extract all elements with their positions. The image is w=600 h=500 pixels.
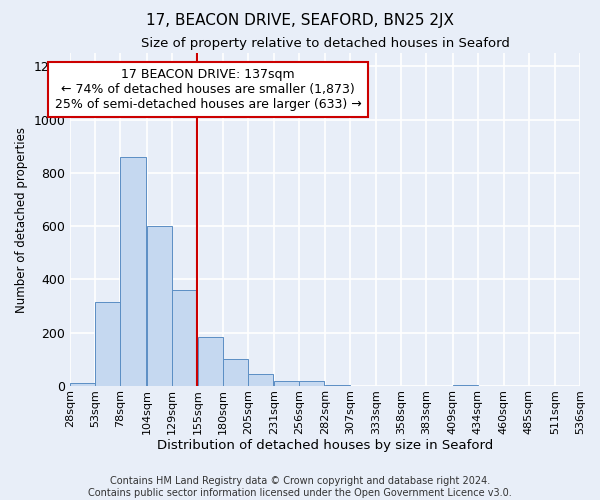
Text: Contains HM Land Registry data © Crown copyright and database right 2024.
Contai: Contains HM Land Registry data © Crown c…: [88, 476, 512, 498]
Bar: [223, 360, 248, 386]
Bar: [274, 380, 299, 386]
Bar: [70, 384, 95, 386]
Bar: [248, 374, 273, 386]
Bar: [146, 226, 172, 386]
Bar: [198, 337, 223, 386]
Bar: [452, 384, 478, 386]
X-axis label: Distribution of detached houses by size in Seaford: Distribution of detached houses by size …: [157, 440, 493, 452]
Text: 17, BEACON DRIVE, SEAFORD, BN25 2JX: 17, BEACON DRIVE, SEAFORD, BN25 2JX: [146, 12, 454, 28]
Bar: [172, 290, 197, 386]
Bar: [121, 157, 146, 386]
Y-axis label: Number of detached properties: Number of detached properties: [15, 126, 28, 312]
Title: Size of property relative to detached houses in Seaford: Size of property relative to detached ho…: [141, 38, 509, 51]
Bar: [325, 384, 350, 386]
Text: 17 BEACON DRIVE: 137sqm
← 74% of detached houses are smaller (1,873)
25% of semi: 17 BEACON DRIVE: 137sqm ← 74% of detache…: [55, 68, 361, 111]
Bar: [299, 380, 324, 386]
Bar: [95, 302, 121, 386]
